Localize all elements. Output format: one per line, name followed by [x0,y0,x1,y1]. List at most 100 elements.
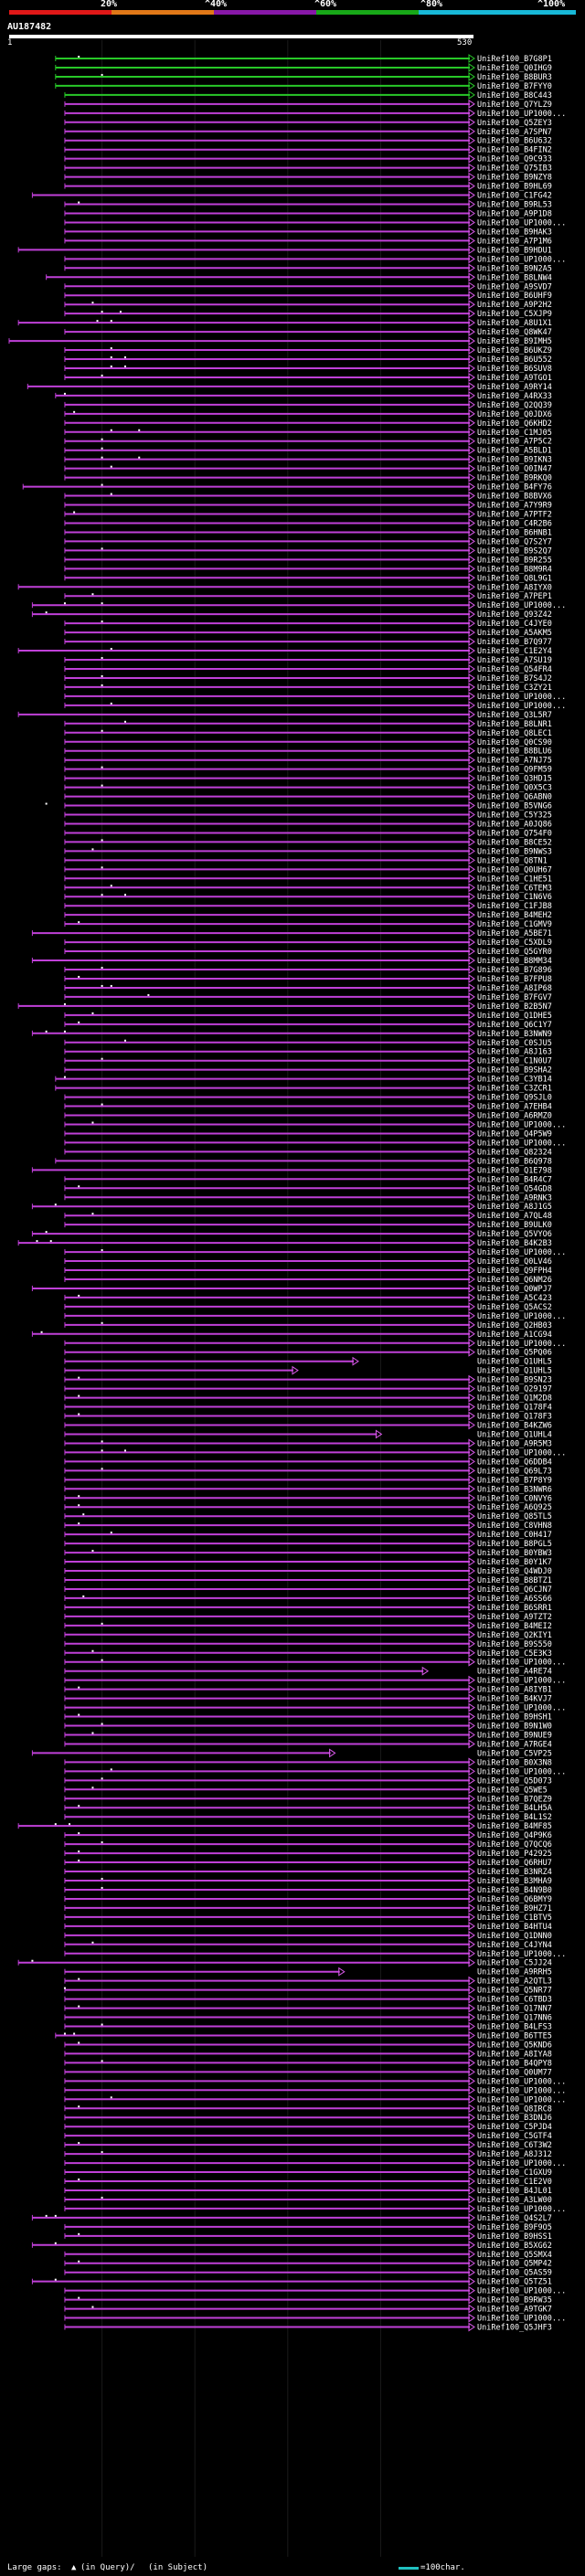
hit-row[interactable]: UniRef100_Q0UM77 [64,2067,552,2077]
hit-row[interactable]: UniRef100_Q0X5C3 [64,782,552,793]
hit-label[interactable]: UniRef100_C1MJ05 [477,429,552,438]
hit-row[interactable]: UniRef100_B9S550 [64,1638,552,1649]
hit-row[interactable]: UniRef100_B7Q977 [64,637,552,647]
hit-label[interactable]: UniRef100_B9IKN3 [477,456,552,465]
hit-row[interactable]: UniRef100_B8C443 [64,90,552,101]
hit-label[interactable]: UniRef100_B9SHA2 [477,1066,552,1076]
hit-label[interactable]: UniRef100_Q5ACS2 [477,1303,552,1312]
hit-row[interactable]: UniRef100_Q6ABN0 [64,791,552,802]
hit-row[interactable]: UniRef100_B5XG62 [31,2240,552,2251]
hit-row[interactable]: UniRef100_Q9FPH4 [64,1266,552,1276]
hit-row[interactable]: UniRef100_B7S4J2 [64,673,552,684]
hit-row[interactable]: UniRef100_B9N1W0 [64,1721,552,1732]
hit-row[interactable]: UniRef100_B4JL01 [64,2186,552,2196]
hit-label[interactable]: UniRef100_B8BLU6 [477,747,552,757]
hit-label[interactable]: UniRef100_C5XJP9 [477,310,552,319]
hit-label[interactable]: UniRef100_B7FGV7 [477,993,552,1002]
hit-row[interactable]: UniRef100_A5BLD1 [64,445,552,456]
hit-row[interactable]: UniRef100_C5PJD4 [64,2122,552,2132]
hit-label[interactable]: UniRef100_A5BE71 [477,929,552,938]
hit-row[interactable]: UniRef100_UP1000... [64,2158,566,2168]
hit-label[interactable]: UniRef100_C4R2B6 [477,519,552,528]
hit-label[interactable]: UniRef100_B9HDU1 [477,246,552,255]
hit-label[interactable]: UniRef100_Q6KHD2 [477,419,552,429]
hit-row[interactable]: UniRef100_A9R5M3 [64,1438,552,1448]
hit-row[interactable]: UniRef100_A8J312 [64,2149,552,2159]
hit-label[interactable]: UniRef100_A8J163 [477,1048,552,1057]
hit-row[interactable]: UniRef100_A9RNK3 [64,1193,552,1203]
hit-label[interactable]: UniRef100_B6SRR1 [477,1604,552,1613]
hit-label[interactable]: UniRef100_B6UHF9 [477,292,552,301]
hit-row[interactable]: UniRef100_A8J1G5 [31,1202,552,1212]
hit-label[interactable]: UniRef100_B9HL69 [477,183,552,192]
hit-row[interactable]: UniRef100_Q0CS90 [64,737,552,747]
hit-label[interactable]: UniRef100_B9RW35 [477,2296,552,2306]
hit-row[interactable]: UniRef100_C0SJU5 [64,1037,552,1048]
hit-label[interactable]: UniRef100_Q85TL5 [477,1512,552,1521]
hit-row[interactable]: UniRef100_UP1000... [64,1119,566,1129]
hit-row[interactable]: UniRef100_Q75IB3 [64,163,552,174]
hit-label[interactable]: UniRef100_C5PJD4 [477,2123,552,2132]
hit-label[interactable]: UniRef100_A9TZT2 [477,1613,552,1622]
hit-row[interactable]: UniRef100_A7P5C2 [64,436,552,447]
hit-row[interactable]: UniRef100_Q6KHD2 [64,418,552,429]
hit-label[interactable]: UniRef100_Q6ABN0 [477,793,552,802]
hit-row[interactable]: UniRef100_A7SPN7 [64,126,552,137]
hit-label[interactable]: UniRef100_Q754F0 [477,829,552,838]
hit-row[interactable]: UniRef100_A7QL48 [64,1211,552,1221]
hit-label[interactable]: UniRef100_UP1000... [477,2077,566,2086]
hit-row[interactable]: UniRef100_A0JQ86 [64,819,552,829]
hit-label[interactable]: UniRef100_A7EHB4 [477,1103,552,1112]
hit-label[interactable]: UniRef100_Q5AS59 [477,2269,552,2278]
hit-row[interactable]: UniRef100_Q2QQ39 [64,399,552,410]
hit-label[interactable]: UniRef100_A7PTF2 [477,511,552,520]
hit-label[interactable]: UniRef100_B8CE52 [477,838,552,847]
hit-label[interactable]: UniRef100_Q4P9K6 [477,1831,552,1840]
hit-row[interactable]: UniRef100_A4RX33 [55,390,552,401]
hit-row[interactable]: UniRef100_Q4S2L7 [31,2212,552,2223]
hit-row[interactable]: UniRef100_A8IYA8 [64,2049,552,2059]
hit-label[interactable]: UniRef100_B8M9R4 [477,565,552,574]
hit-label[interactable]: UniRef100_A4RX33 [477,392,552,401]
hit-label[interactable]: UniRef100_B3MHA9 [477,1877,552,1886]
hit-label[interactable]: UniRef100_A2QTL3 [477,1977,552,1987]
hit-row[interactable]: UniRef100_Q1E798 [31,1165,552,1175]
hit-row[interactable]: UniRef100_B9F9O5 [64,2221,552,2232]
hit-row[interactable]: UniRef100_A7EHB4 [64,1101,552,1112]
hit-row[interactable]: UniRef100_A5AKM5 [64,628,552,638]
hit-row[interactable]: UniRef100_Q1UHL5 [64,1365,552,1376]
hit-label[interactable]: UniRef100_B3NWN9 [477,1030,552,1039]
hit-row[interactable]: UniRef100_UP1000... [64,108,566,119]
hit-label[interactable]: UniRef100_A8IYX0 [477,583,552,592]
hit-row[interactable]: UniRef100_B9NUE9 [64,1730,552,1740]
hit-label[interactable]: UniRef100_B7FPU8 [477,975,552,984]
hit-label[interactable]: UniRef100_UP1000... [477,1659,566,1668]
hit-label[interactable]: UniRef100_C5GTF4 [477,2132,552,2141]
hit-label[interactable]: UniRef100_B8BVX6 [477,493,552,502]
hit-label[interactable]: UniRef100_UP1000... [477,1312,566,1321]
hit-row[interactable]: UniRef100_UP1000... [64,1766,566,1776]
hit-row[interactable]: UniRef100_B6Q978 [55,1156,552,1166]
hit-row[interactable]: UniRef100_Q3HD15 [64,773,552,784]
hit-row[interactable]: UniRef100_C5Y325 [64,810,552,821]
hit-row[interactable]: UniRef100_A7PTF2 [64,509,552,520]
hit-label[interactable]: UniRef100_B3DNJ6 [477,2114,552,2123]
hit-label[interactable]: UniRef100_UP1000... [477,2159,566,2168]
hit-row[interactable]: UniRef100_C1FG42 [31,190,552,201]
hit-row[interactable]: UniRef100_Q54GD8 [64,1183,552,1193]
hit-row[interactable]: UniRef100_Q6BMY9 [64,1894,552,1904]
hit-row[interactable]: UniRef100_B4LFS3 [64,2021,552,2032]
hit-label[interactable]: UniRef100_Q1UHL4 [477,1430,552,1439]
hit-row[interactable]: UniRef100_Q7YLZ9 [64,99,552,110]
hit-label[interactable]: UniRef100_B8PGL5 [477,1540,552,1549]
hit-label[interactable]: UniRef100_UP1000... [477,1448,566,1458]
hit-row[interactable]: UniRef100_B4LH5A [64,1803,552,1813]
hit-row[interactable]: UniRef100_B9SN23 [64,1374,552,1385]
hit-label[interactable]: UniRef100_Q1E798 [477,1166,552,1175]
hit-row[interactable]: UniRef100_Q82324 [64,1147,552,1157]
hit-label[interactable]: UniRef100_Q0JDX6 [477,410,552,419]
hit-row[interactable]: UniRef100_B6U632 [64,135,552,146]
hit-row[interactable]: UniRef100_Q9SJL0 [64,1092,552,1103]
hit-label[interactable]: UniRef100_Q5SMX4 [477,2251,552,2260]
hit-label[interactable]: UniRef100_C1E2Y4 [477,647,552,656]
